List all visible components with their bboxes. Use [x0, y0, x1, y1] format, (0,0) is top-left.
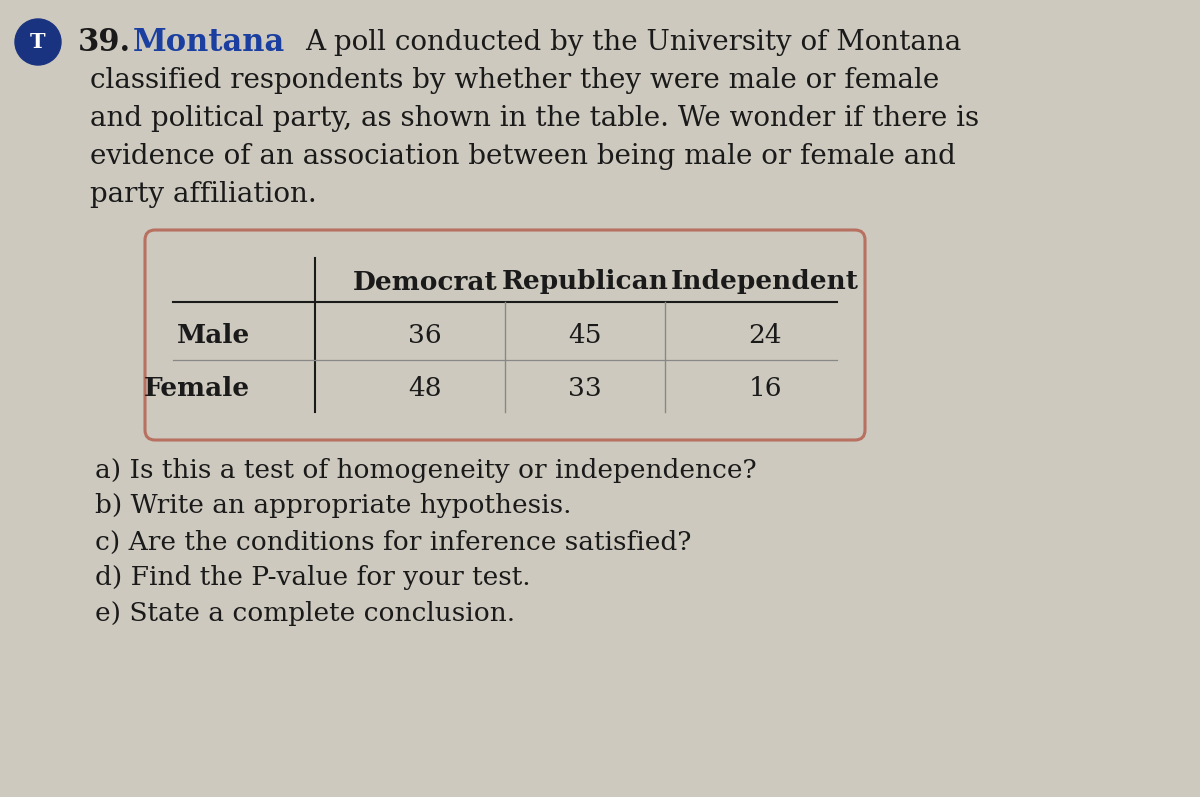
Text: 45: 45: [569, 323, 601, 347]
Text: 48: 48: [408, 375, 442, 401]
Text: Montana: Montana: [133, 26, 286, 57]
Text: evidence of an association between being male or female and: evidence of an association between being…: [90, 143, 956, 170]
Text: 16: 16: [749, 375, 781, 401]
FancyBboxPatch shape: [145, 230, 865, 440]
Text: classified respondents by whether they were male or female: classified respondents by whether they w…: [90, 66, 940, 93]
Text: Republican: Republican: [502, 269, 668, 295]
Text: and political party, as shown in the table. We wonder if there is: and political party, as shown in the tab…: [90, 104, 979, 132]
Text: d) Find the P-value for your test.: d) Find the P-value for your test.: [95, 566, 530, 591]
Text: 39.: 39.: [78, 26, 131, 57]
Text: c) Are the conditions for inference satisfied?: c) Are the conditions for inference sati…: [95, 529, 691, 555]
Text: 24: 24: [748, 323, 782, 347]
Text: Independent: Independent: [671, 269, 859, 295]
Text: A poll conducted by the University of Montana: A poll conducted by the University of Mo…: [305, 29, 961, 56]
Text: a) Is this a test of homogeneity or independence?: a) Is this a test of homogeneity or inde…: [95, 457, 757, 482]
Text: 33: 33: [568, 375, 602, 401]
Text: Democrat: Democrat: [353, 269, 497, 295]
Text: b) Write an appropriate hypothesis.: b) Write an appropriate hypothesis.: [95, 493, 571, 519]
Text: Male: Male: [176, 323, 250, 347]
Text: party affiliation.: party affiliation.: [90, 180, 317, 207]
Text: 36: 36: [408, 323, 442, 347]
Text: e) State a complete conclusion.: e) State a complete conclusion.: [95, 602, 515, 626]
Text: T: T: [30, 32, 46, 52]
Circle shape: [14, 19, 61, 65]
Text: Female: Female: [144, 375, 250, 401]
